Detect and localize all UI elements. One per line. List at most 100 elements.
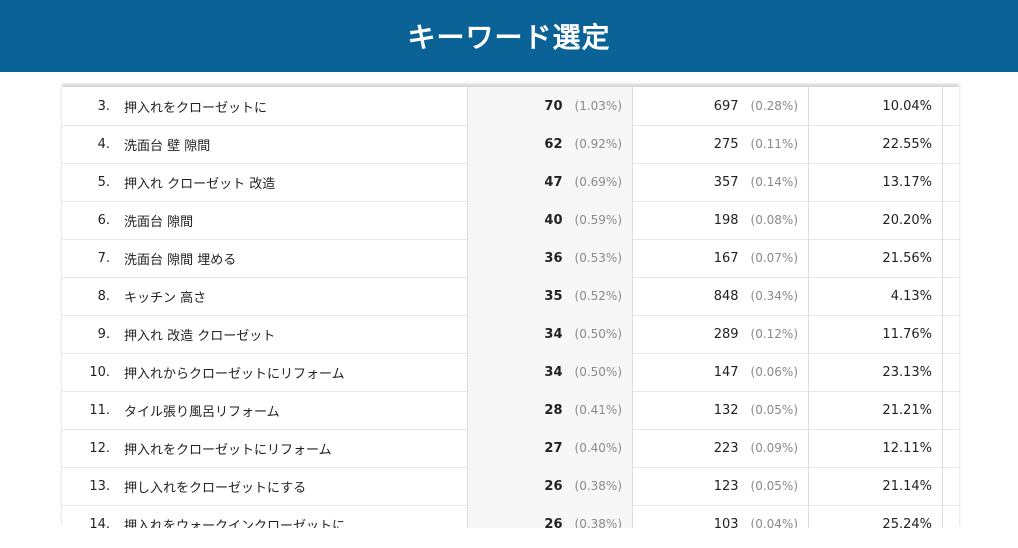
metric-b-percent: (0.34%) [750,289,798,303]
metric-b-cell: 289 (0.12%) [633,315,809,353]
trailing-cell [943,201,959,239]
metric-c-cell: 11.76% [809,315,943,353]
keyword-cell: 6. 洗面台 隙間 [62,201,468,239]
trailing-cell [943,315,959,353]
metric-c-value: 11.76% [882,326,932,342]
metric-a-percent: (0.92%) [574,137,622,151]
keyword-text[interactable]: 洗面台 隙間 [124,214,194,230]
metric-b-value: 198 [713,212,739,228]
keyword-cell: 13. 押し入れをクローゼットにする [62,467,468,505]
trailing-cell [943,163,959,201]
metric-b-value: 132 [713,402,739,418]
metric-c-cell: 21.21% [809,391,943,429]
trailing-cell [943,277,959,315]
metric-b-percent: (0.07%) [750,251,798,265]
metric-a-percent: (0.69%) [574,175,622,189]
metric-b-percent: (0.04%) [750,517,798,528]
table-row[interactable]: 9. 押入れ 改造 クローゼット 34 (0.50%) 289 (0.12%) … [62,315,959,354]
metric-c-value: 13.17% [882,174,932,190]
rank-number: 4. [97,136,110,152]
keyword-text[interactable]: 押入れをウォークインクローゼットに [124,518,346,529]
metric-a-value: 34 [544,364,563,380]
metric-b-value: 289 [713,326,739,342]
keyword-text[interactable]: 押入れをクローゼットに [124,100,268,116]
metric-a-value: 28 [544,402,563,418]
metric-b-value: 147 [713,364,739,380]
metric-b-percent: (0.08%) [750,213,798,227]
table-row[interactable]: 10. 押入れからクローゼットにリフォーム 34 (0.50%) 147 (0.… [62,353,959,392]
keyword-text[interactable]: 押入れ 改造 クローゼット [124,328,276,344]
metric-b-value: 167 [713,250,739,266]
metric-a-percent: (0.38%) [574,517,622,528]
rank-number: 13. [89,478,110,494]
metric-c-cell: 25.24% [809,505,943,528]
metric-b-percent: (0.09%) [750,441,798,455]
rank-number: 10. [89,364,110,380]
metric-b-percent: (0.14%) [750,175,798,189]
table-row[interactable]: 4. 洗面台 壁 隙間 62 (0.92%) 275 (0.11%) 22.55… [62,125,959,164]
rank-number: 12. [89,440,110,456]
metric-c-cell: 20.20% [809,201,943,239]
keyword-text[interactable]: 押入れ クローゼット 改造 [124,176,276,192]
metric-b-cell: 357 (0.14%) [633,163,809,201]
table-row[interactable]: 5. 押入れ クローゼット 改造 47 (0.69%) 357 (0.14%) … [62,163,959,202]
metric-b-percent: (0.05%) [750,479,798,493]
keyword-text[interactable]: 洗面台 隙間 埋める [124,252,237,268]
metric-c-value: 22.55% [882,136,932,152]
keyword-text[interactable]: 押入れをクローゼットにリフォーム [124,442,332,458]
metric-a-cell: 28 (0.41%) [468,391,633,429]
trailing-cell [943,391,959,429]
table-row[interactable]: 3. 押入れをクローゼットに 70 (1.03%) 697 (0.28%) 10… [62,87,959,126]
metric-a-cell: 47 (0.69%) [468,163,633,201]
keyword-text[interactable]: 押入れからクローゼットにリフォーム [124,366,345,382]
metric-a-percent: (0.50%) [574,365,622,379]
metric-b-value: 103 [713,516,739,529]
table-row[interactable]: 6. 洗面台 隙間 40 (0.59%) 198 (0.08%) 20.20% [62,201,959,240]
rank-number: 6. [97,212,110,228]
table-row[interactable]: 7. 洗面台 隙間 埋める 36 (0.53%) 167 (0.07%) 21.… [62,239,959,278]
metric-a-percent: (0.53%) [574,251,622,265]
keyword-cell: 5. 押入れ クローゼット 改造 [62,163,468,201]
keyword-text[interactable]: タイル張り風呂リフォーム [124,404,280,420]
table-row[interactable]: 8. キッチン 高さ 35 (0.52%) 848 (0.34%) 4.13% [62,277,959,316]
table-row[interactable]: 11. タイル張り風呂リフォーム 28 (0.41%) 132 (0.05%) … [62,391,959,430]
table-row[interactable]: 12. 押入れをクローゼットにリフォーム 27 (0.40%) 223 (0.0… [62,429,959,468]
metric-a-cell: 26 (0.38%) [468,467,633,505]
metric-b-value: 275 [713,136,739,152]
metric-a-value: 35 [544,288,563,304]
metric-b-value: 223 [713,440,739,456]
trailing-cell [943,125,959,163]
trailing-cell [943,505,959,528]
table-row[interactable]: 14. 押入れをウォークインクローゼットに 26 (0.38%) 103 (0.… [62,505,959,528]
metric-a-percent: (0.38%) [574,479,622,493]
metric-a-cell: 40 (0.59%) [468,201,633,239]
metric-a-percent: (0.40%) [574,441,622,455]
trailing-cell [943,467,959,505]
keyword-cell: 3. 押入れをクローゼットに [62,87,468,125]
table-row[interactable]: 13. 押し入れをクローゼットにする 26 (0.38%) 123 (0.05%… [62,467,959,506]
keyword-text[interactable]: キッチン 高さ [124,290,207,306]
keyword-cell: 14. 押入れをウォークインクローゼットに [62,505,468,528]
metric-c-cell: 12.11% [809,429,943,467]
metric-a-value: 27 [544,440,563,456]
metric-c-value: 21.56% [882,250,932,266]
metric-a-value: 26 [544,478,563,494]
trailing-cell [943,429,959,467]
rank-number: 7. [97,250,110,266]
metric-b-cell: 223 (0.09%) [633,429,809,467]
metric-c-value: 4.13% [890,288,932,304]
keyword-text[interactable]: 押し入れをクローゼットにする [124,480,307,496]
metric-a-value: 36 [544,250,563,266]
metric-b-cell: 697 (0.28%) [633,87,809,125]
metric-b-value: 123 [713,478,739,494]
keyword-table: 3. 押入れをクローゼットに 70 (1.03%) 697 (0.28%) 10… [62,86,959,528]
metric-a-percent: (0.41%) [574,403,622,417]
metric-b-value: 697 [713,98,739,114]
metric-a-percent: (0.59%) [574,213,622,227]
metric-b-percent: (0.12%) [750,327,798,341]
metric-a-cell: 27 (0.40%) [468,429,633,467]
keyword-cell: 7. 洗面台 隙間 埋める [62,239,468,277]
metric-b-cell: 147 (0.06%) [633,353,809,391]
metric-b-cell: 132 (0.05%) [633,391,809,429]
keyword-text[interactable]: 洗面台 壁 隙間 [124,138,211,154]
